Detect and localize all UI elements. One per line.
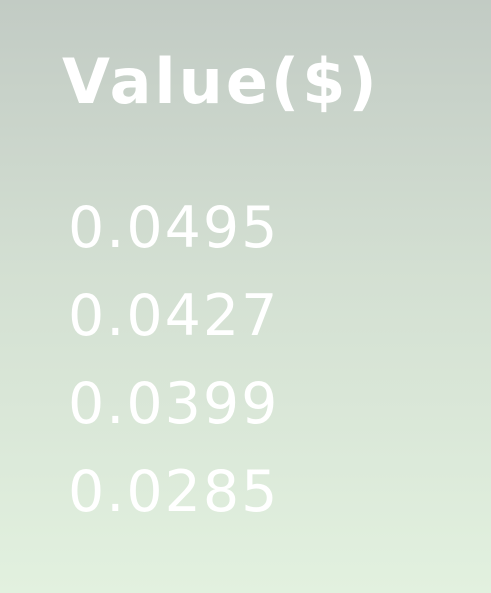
value-item: 0.0427 — [68, 283, 280, 349]
value-list: 0.0495 0.0427 0.0399 0.0285 — [68, 184, 279, 536]
column-header: Value($) — [62, 45, 380, 118]
value-item: 0.0399 — [68, 371, 280, 437]
value-item: 0.0495 — [68, 195, 280, 261]
value-item: 0.0285 — [68, 459, 280, 525]
